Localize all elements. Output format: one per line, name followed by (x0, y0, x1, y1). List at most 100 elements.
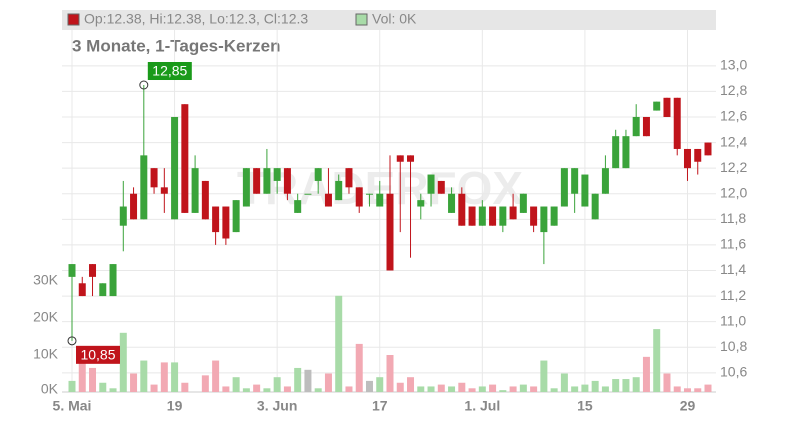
volume-bar (663, 373, 671, 392)
volume-bar (673, 386, 681, 392)
candle-body (294, 200, 302, 213)
volume-bar (335, 295, 343, 392)
y2-tick-label: 20K (33, 309, 59, 325)
candle-body (489, 206, 497, 226)
extreme-marker (67, 336, 77, 346)
volume-bar (89, 367, 97, 392)
y2-tick-label: 0K (41, 381, 59, 397)
candle-body (119, 206, 127, 226)
extreme-marker (139, 80, 149, 90)
x-tick-label: 5. Mai (53, 398, 92, 414)
candle-body (89, 264, 97, 277)
candle-body (171, 116, 179, 220)
volume-bar (212, 360, 220, 392)
y-tick-label: 11,6 (720, 236, 746, 252)
candle-body (591, 193, 599, 220)
volume-bar (130, 373, 138, 392)
volume-bar (448, 386, 456, 392)
candle-body (232, 200, 240, 233)
volume-bar (489, 384, 497, 392)
volume-bar (581, 384, 589, 392)
volume-bar (140, 360, 148, 392)
y-tick-label: 10,6 (720, 364, 747, 380)
candle-body (324, 193, 332, 207)
volume-icon (355, 13, 368, 26)
candle-body (427, 174, 435, 194)
candle-body (345, 168, 353, 188)
volume-bar (283, 386, 291, 392)
y-tick-label: 12,0 (720, 184, 747, 200)
candle-body (499, 206, 507, 226)
volume-bar (499, 390, 507, 392)
y-tick-label: 11,4 (720, 261, 746, 277)
volume-bar (109, 388, 117, 392)
candle-body (150, 168, 158, 188)
volume-bar (622, 379, 630, 392)
volume-bar (642, 356, 650, 392)
volume-text: Vol: 0K (372, 11, 417, 27)
volume-bar (99, 382, 107, 392)
candle-body (683, 148, 691, 169)
candle-body (468, 206, 476, 226)
y-tick-label: 12,2 (720, 159, 747, 175)
volume-bar (232, 377, 240, 392)
volume-bar (171, 362, 179, 392)
volume-bar (376, 377, 384, 392)
subtitle: 3 Monate, 1-Tages-Kerzen (72, 36, 280, 55)
volume-bar (150, 384, 158, 392)
volume-bar (560, 373, 568, 392)
header-bar (62, 10, 716, 30)
volume-bar (530, 386, 538, 392)
candle-body (386, 193, 394, 271)
volume-bar (324, 373, 332, 392)
annotation-label: 10,85 (80, 347, 115, 363)
volume-bar (683, 388, 691, 392)
y-tick-label: 12,6 (720, 108, 747, 124)
volume-bar (478, 386, 486, 392)
candle-body (283, 168, 291, 194)
x-tick-label: 29 (680, 398, 696, 414)
y-tick-label: 10,8 (720, 338, 747, 354)
y2-tick-label: 10K (33, 346, 59, 362)
y-tick-label: 12,4 (720, 133, 747, 149)
candle-body (437, 180, 445, 194)
volume-bar (304, 369, 312, 392)
volume-bar (119, 332, 127, 392)
volume-bar (653, 329, 661, 392)
volume-bar (160, 362, 168, 392)
x-tick-label: 3. Jun (257, 398, 297, 414)
candle-body (694, 148, 702, 162)
volume-bar (396, 382, 404, 392)
candle-body (78, 283, 86, 297)
candle-body (601, 168, 609, 194)
candle-body (242, 168, 250, 207)
candle-body (550, 206, 558, 226)
y-tick-label: 11,2 (720, 287, 746, 303)
candle-body (612, 136, 620, 169)
candle-body (160, 187, 168, 194)
volume-bar (417, 386, 425, 392)
candle-body (417, 200, 425, 207)
candle-body (581, 174, 589, 207)
volume-bar (314, 388, 322, 392)
candle-body (458, 193, 466, 226)
volume-bar (345, 386, 353, 392)
candle-body (181, 104, 189, 213)
volume-bar (509, 386, 517, 392)
volume-bar (253, 384, 261, 392)
volume-bar (263, 388, 271, 392)
candle-body (263, 168, 271, 194)
volume-bar (78, 358, 86, 392)
candle-body (201, 180, 209, 220)
volume-bar (242, 388, 250, 392)
volume-bar (365, 380, 373, 392)
candle-body (222, 206, 230, 239)
candle-body (407, 155, 415, 162)
candle-body (509, 206, 517, 220)
candle-body (448, 193, 456, 213)
y-tick-label: 11,8 (720, 210, 746, 226)
candle-body (704, 142, 712, 156)
volume-bar (222, 386, 230, 392)
volume-bar (571, 386, 579, 392)
candle-body (396, 155, 404, 162)
